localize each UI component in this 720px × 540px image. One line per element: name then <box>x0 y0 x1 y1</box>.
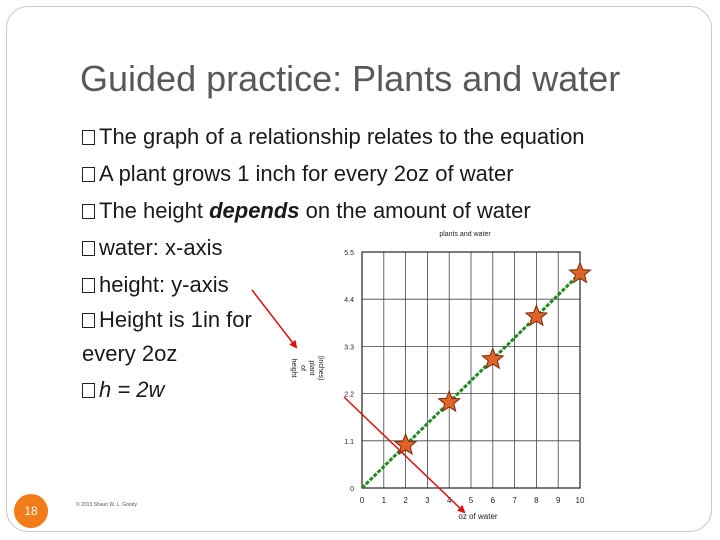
y-tick-label: 5.5 <box>344 250 354 257</box>
x-tick-label: 0 <box>360 496 365 505</box>
y-axis-label: height of plant (inches) <box>290 356 324 381</box>
bullet-item: Height is 1in for every 2oz <box>82 303 292 371</box>
star-marker <box>524 304 549 327</box>
star-marker <box>393 432 418 456</box>
footer-copyright: © 2013 Shaun W. L. Goody <box>76 502 137 508</box>
square-bullet-icon <box>82 167 95 182</box>
bullet-text: A plant grows 1 inch for every 2oz of wa… <box>99 161 514 186</box>
x-tick-label: 5 <box>469 496 474 505</box>
y-tick-label: 0 <box>350 486 354 493</box>
plot-border <box>361 251 581 489</box>
star-marker <box>437 389 461 413</box>
y-axis-label-line: height <box>290 358 297 377</box>
bullet-item: A plant grows 1 inch for every 2oz of wa… <box>82 155 702 192</box>
y-tick-label: 4.4 <box>344 297 354 304</box>
square-bullet-icon <box>82 313 95 328</box>
bullet-item: water: x-axis <box>82 229 702 266</box>
y-tick-label: 2.2 <box>344 392 354 399</box>
star-marker <box>481 346 505 370</box>
x-tick-label: 4 <box>447 496 452 505</box>
equation-text: h = 2w <box>99 377 165 402</box>
chart-title: plants and water <box>439 231 491 238</box>
bullet-list: The graph of a relationship relates to t… <box>82 118 702 408</box>
bullet-text: Height is 1in for every 2oz <box>82 307 252 366</box>
x-axis-label: oz of water <box>458 512 497 521</box>
bullet-text: height: y-axis <box>99 272 229 297</box>
y-tick-label: 3.3 <box>344 344 354 351</box>
bullet-text: The graph of a relationship relates to t… <box>99 124 585 149</box>
bullet-text: water: x-axis <box>99 235 223 260</box>
square-bullet-icon <box>82 241 95 256</box>
x-tick-label: 2 <box>403 496 408 505</box>
x-tick-label: 6 <box>491 496 496 505</box>
y-axis-label-line: plant <box>308 360 315 375</box>
square-bullet-icon <box>82 383 95 398</box>
arrow-to-x-axis <box>343 396 466 514</box>
bullet-item: The graph of a relationship relates to t… <box>82 118 702 155</box>
bullet-text: on the amount of water <box>299 198 531 223</box>
square-bullet-icon <box>82 130 95 145</box>
x-tick-label: 8 <box>534 496 539 505</box>
slide-title: Guided practice: Plants and water <box>80 58 621 99</box>
star-marker <box>568 261 592 284</box>
x-tick-label: 1 <box>382 496 387 505</box>
square-bullet-icon <box>82 278 95 293</box>
page-number-badge: 18 <box>14 494 48 528</box>
square-bullet-icon <box>82 204 95 219</box>
x-tick-label: 3 <box>425 496 430 505</box>
series-line <box>360 272 582 490</box>
x-tick-label: 7 <box>512 496 517 505</box>
x-tick-label: 10 <box>576 496 585 505</box>
arrow-to-y-axis <box>251 289 298 349</box>
bullet-item: The height depends on the amount of wate… <box>82 192 702 229</box>
y-axis-label-line: (inches) <box>317 356 324 381</box>
bullet-text: The height <box>99 198 210 223</box>
emphasis-text: depends <box>209 198 300 223</box>
y-axis-label-line: of <box>299 365 306 371</box>
y-tick-label: 1.1 <box>344 439 354 446</box>
bullet-item: height: y-axis <box>82 266 702 303</box>
slide-frame <box>6 6 712 532</box>
bullet-item: h = 2w <box>82 371 702 408</box>
x-tick-label: 9 <box>556 496 561 505</box>
